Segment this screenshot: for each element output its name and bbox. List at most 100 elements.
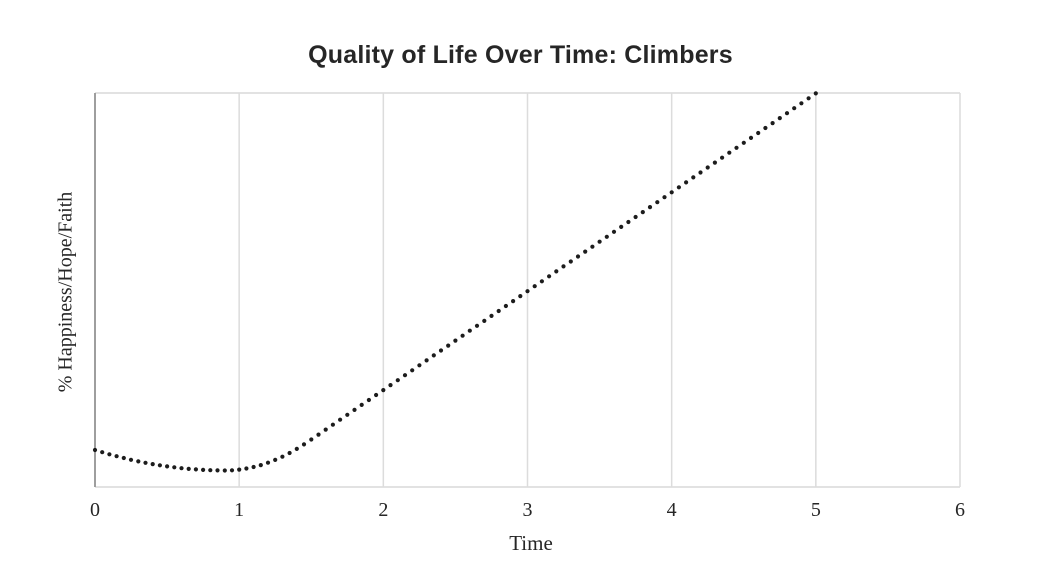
data-dot xyxy=(597,239,602,244)
data-dot xyxy=(662,195,667,200)
data-dot xyxy=(568,259,573,264)
data-dot xyxy=(330,422,335,427)
data-dot xyxy=(374,392,379,398)
data-dot xyxy=(633,214,638,220)
data-dot xyxy=(265,460,271,465)
data-dot xyxy=(215,468,220,473)
x-axis-label: Time xyxy=(509,531,553,555)
x-tick-label: 0 xyxy=(90,499,100,521)
data-dot xyxy=(691,175,696,180)
x-tick-label: 2 xyxy=(378,499,388,521)
data-dot xyxy=(172,465,177,470)
data-dot xyxy=(518,294,523,299)
data-dot xyxy=(92,447,98,453)
data-dot xyxy=(583,249,588,254)
data-dot xyxy=(712,160,718,165)
data-dot xyxy=(201,467,206,472)
data-dot xyxy=(294,446,299,451)
data-dot xyxy=(208,468,213,473)
data-dot xyxy=(626,219,631,225)
data-dot xyxy=(316,432,321,437)
data-dot xyxy=(590,244,595,249)
data-dot xyxy=(424,358,429,363)
x-tick-label: 4 xyxy=(667,499,677,521)
data-dot xyxy=(676,185,682,190)
data-dot xyxy=(100,450,105,455)
data-dot xyxy=(604,234,609,239)
x-tick-label: 1 xyxy=(234,499,244,521)
data-dot xyxy=(741,140,746,145)
data-dot xyxy=(273,457,278,462)
data-dot xyxy=(381,388,386,393)
data-dot xyxy=(388,383,393,388)
data-series-dots xyxy=(92,91,818,473)
x-tick-label: 5 xyxy=(811,499,821,521)
data-dot xyxy=(366,397,371,403)
data-dot xyxy=(395,378,400,383)
x-tick-label: 3 xyxy=(523,499,533,521)
data-dot xyxy=(756,130,761,136)
data-dot xyxy=(222,468,227,473)
data-dot xyxy=(720,155,725,160)
data-dot xyxy=(237,467,242,472)
data-dot xyxy=(323,427,328,432)
data-dot xyxy=(287,450,292,456)
data-dot xyxy=(446,343,451,348)
data-dot xyxy=(410,368,415,373)
data-dot xyxy=(698,170,703,175)
data-dot xyxy=(280,454,285,459)
data-dot xyxy=(525,289,530,294)
data-dot xyxy=(532,284,537,289)
x-tick-labels: 0 1 2 3 4 5 6 xyxy=(90,499,965,521)
data-dot xyxy=(251,464,256,470)
data-dot xyxy=(186,466,191,471)
data-dot xyxy=(547,274,552,279)
data-dot xyxy=(229,468,235,473)
data-dot xyxy=(792,106,797,111)
data-dot xyxy=(784,111,790,116)
data-dot xyxy=(734,145,739,150)
data-dot xyxy=(193,467,198,472)
data-dot xyxy=(647,205,653,210)
data-dot xyxy=(121,455,126,461)
data-dot xyxy=(467,328,472,333)
data-dot xyxy=(669,190,674,195)
data-dot xyxy=(611,229,617,234)
data-dot xyxy=(561,264,566,269)
data-dot xyxy=(309,437,314,442)
data-dot xyxy=(359,402,364,407)
data-dot xyxy=(157,463,162,468)
data-dot xyxy=(727,150,732,155)
data-dot xyxy=(143,460,148,465)
data-dot xyxy=(575,254,581,259)
data-dot xyxy=(496,308,501,314)
data-dot xyxy=(806,96,811,101)
chart-title: Quality of Life Over Time: Climbers xyxy=(308,41,733,69)
data-dot xyxy=(107,452,112,457)
data-dot xyxy=(503,303,508,309)
data-dot xyxy=(813,91,818,96)
data-dot xyxy=(554,269,559,274)
data-dot xyxy=(128,457,134,462)
data-dot xyxy=(539,279,545,284)
data-dot xyxy=(417,363,422,368)
data-dot xyxy=(301,442,307,447)
data-dot xyxy=(150,462,155,467)
data-dot xyxy=(114,454,119,459)
data-dot xyxy=(482,318,487,323)
data-dot xyxy=(640,210,645,215)
data-dot xyxy=(453,338,458,343)
data-dot xyxy=(338,417,343,422)
data-dot xyxy=(619,224,624,229)
data-dot xyxy=(763,125,768,131)
data-dot xyxy=(179,466,184,471)
data-dot xyxy=(438,348,444,353)
data-dot xyxy=(431,353,436,358)
data-dot xyxy=(474,323,480,328)
data-dot xyxy=(748,135,754,140)
data-dot xyxy=(799,101,804,106)
data-dot xyxy=(684,180,689,185)
data-dot xyxy=(510,299,516,304)
